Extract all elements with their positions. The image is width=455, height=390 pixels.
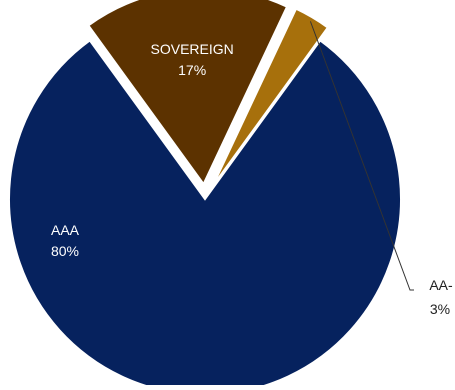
leader-line-aa (309, 21, 414, 291)
data-label-aaa-name: AAA (51, 222, 80, 238)
data-label-aa-name: AA- (429, 277, 453, 293)
pie-slice-sovereign (86, 0, 289, 187)
data-label-sovereign-value: 17% (178, 62, 206, 78)
data-label-aaa-value: 80% (51, 243, 79, 259)
pie-slice-aa (211, 7, 330, 187)
pie-slice-aaa (8, 39, 402, 390)
data-label-sovereign-name: SOVEREIGN (151, 41, 234, 57)
data-label-aa-value: 3% (430, 301, 450, 317)
